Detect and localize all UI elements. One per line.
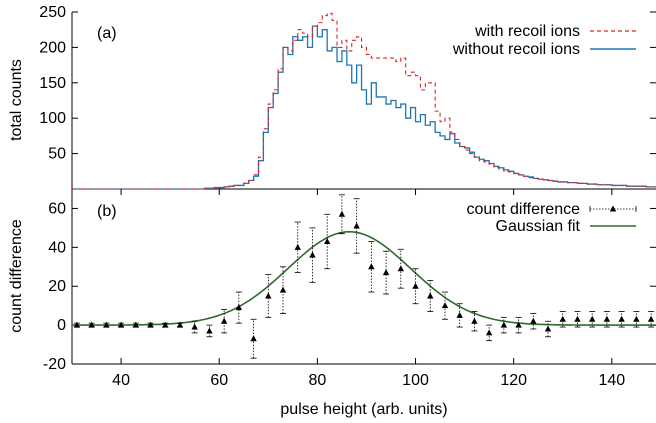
x-tick-label-80: 80 — [308, 372, 326, 389]
panel-b-gaussian-fit — [72, 230, 656, 326]
panel-b-y-ticks: -20 0 20 40 60 — [43, 200, 656, 373]
panel-a-y-axis-label: total counts — [8, 59, 25, 141]
data-point — [206, 324, 213, 338]
panel-a-legend: with recoil ions without recoil ions — [452, 23, 636, 58]
data-point — [73, 321, 81, 328]
legend-swatch-count-difference — [589, 205, 637, 212]
y-tick-label-b-20: 20 — [48, 278, 66, 295]
y-tick-label-100: 100 — [39, 110, 66, 127]
legend-entry-count-difference: count difference — [466, 201, 580, 218]
data-point — [235, 291, 243, 324]
data-point — [515, 316, 522, 334]
panel-b-points — [73, 194, 655, 359]
data-point — [162, 321, 169, 328]
y-tick-label-50: 50 — [48, 146, 66, 163]
data-point — [191, 320, 198, 334]
y-tick-label-150: 150 — [39, 75, 66, 92]
data-point — [368, 241, 375, 293]
data-point — [294, 221, 301, 274]
y-tick-label-b-0: 0 — [57, 317, 66, 334]
data-point — [309, 227, 316, 283]
data-point — [250, 318, 257, 359]
panel-b: -20 0 20 40 60 40 60 80 100 120 140 (b) count dif… — [8, 189, 656, 418]
panel-b-x-ticks: 40 60 80 100 120 140 — [112, 189, 625, 389]
panel-a-y-ticks: 50 100 150 200 250 — [39, 4, 656, 163]
y-tick-label-b-60: 60 — [48, 200, 66, 217]
panel-a-label: (a) — [97, 25, 117, 42]
gaussian-fit-line — [72, 230, 656, 326]
data-point — [412, 268, 419, 305]
data-point — [456, 303, 463, 328]
panel-a-series — [72, 12, 656, 190]
panel-b-label: (b) — [97, 203, 117, 220]
x-axis-label: pulse height (arb. units) — [280, 401, 447, 418]
data-point — [603, 311, 611, 328]
data-point — [147, 321, 154, 328]
data-point — [574, 311, 581, 328]
data-point — [103, 321, 110, 328]
data-point — [220, 309, 228, 334]
data-point — [471, 311, 478, 332]
y-tick-label-250: 250 — [39, 4, 66, 21]
legend-entry-without-recoil-ions: without recoil ions — [452, 41, 580, 58]
legend-entry-gaussian-fit: Gaussian fit — [496, 218, 581, 235]
data-point — [441, 291, 449, 320]
data-point — [427, 279, 434, 312]
x-tick-label-140: 140 — [598, 372, 625, 389]
legend-entry-with-recoil-ions: with recoil ions — [474, 23, 580, 40]
data-point — [559, 311, 566, 328]
x-tick-label-40: 40 — [112, 372, 130, 389]
panel-a: 50 100 150 200 250 (a) total counts with rec… — [8, 4, 656, 190]
y-tick-label-b--20: -20 — [43, 356, 66, 373]
data-point — [485, 324, 493, 342]
x-tick-label-100: 100 — [402, 372, 429, 389]
data-point — [382, 250, 390, 295]
y-tick-label-200: 200 — [39, 39, 66, 56]
data-point — [353, 198, 360, 254]
data-point — [618, 311, 625, 328]
data-point — [589, 311, 596, 328]
data-point — [265, 274, 272, 318]
y-tick-label-b-40: 40 — [48, 239, 66, 256]
series-without-recoil-ions — [72, 25, 656, 190]
data-point — [500, 316, 508, 334]
data-point — [544, 320, 552, 338]
panel-b-legend: count difference Gaussian fit — [466, 201, 637, 235]
data-point — [647, 311, 655, 328]
data-point — [88, 321, 95, 328]
data-point — [338, 194, 346, 235]
data-point — [530, 313, 537, 330]
data-point — [323, 213, 331, 270]
x-tick-label-60: 60 — [210, 372, 228, 389]
x-tick-label-120: 120 — [500, 372, 527, 389]
series-with-recoil-ions — [72, 12, 656, 190]
data-point — [132, 321, 139, 328]
data-point — [279, 266, 287, 314]
data-point — [633, 311, 640, 328]
data-point — [117, 321, 125, 328]
data-point — [176, 321, 184, 328]
data-point — [397, 248, 405, 289]
panel-b-y-axis-label: count difference — [8, 219, 25, 333]
